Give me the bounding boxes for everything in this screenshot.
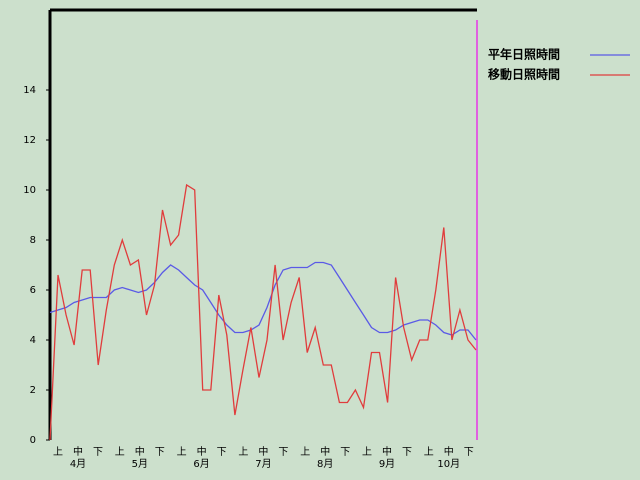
y-tick-label: 12 — [23, 135, 36, 146]
period-label: 中 — [197, 445, 207, 458]
period-label: 中 — [135, 445, 145, 458]
month-label: 4月 — [70, 458, 86, 470]
period-label: 中 — [73, 445, 83, 458]
period-label: 下 — [278, 447, 288, 458]
period-label: 下 — [340, 447, 350, 458]
period-label: 上 — [177, 446, 187, 458]
y-tick-label: 0 — [30, 435, 36, 446]
period-label: 上 — [300, 446, 310, 458]
month-label: 9月 — [379, 458, 395, 470]
y-tick-label: 2 — [30, 385, 36, 396]
month-label: 6月 — [193, 458, 209, 470]
period-label: 中 — [382, 445, 392, 458]
period-label: 中 — [258, 445, 268, 458]
series-line — [49, 261, 477, 341]
period-label: 下 — [155, 447, 165, 458]
y-tick-label: 6 — [30, 285, 36, 296]
period-label: 上 — [362, 446, 372, 458]
period-label: 下 — [93, 447, 103, 458]
period-label: 中 — [444, 445, 454, 458]
period-label: 下 — [402, 447, 412, 458]
y-tick-label: 8 — [30, 235, 36, 246]
period-label: 上 — [115, 446, 125, 458]
period-label: 上 — [424, 446, 434, 458]
period-label: 中 — [320, 445, 330, 458]
month-label: 5月 — [132, 458, 148, 470]
y-tick-label: 14 — [23, 85, 36, 96]
y-tick-label: 4 — [30, 335, 36, 346]
month-label: 10月 — [437, 458, 460, 470]
period-label: 下 — [217, 447, 227, 458]
month-label: 8月 — [317, 458, 333, 470]
legend-label: 移動日照時間 — [488, 67, 560, 82]
period-label: 上 — [238, 446, 248, 458]
period-label: 下 — [464, 447, 474, 458]
y-tick-label: 10 — [23, 185, 36, 196]
period-label: 上 — [53, 446, 63, 458]
legend-label: 平年日照時間 — [488, 47, 560, 62]
month-label: 7月 — [255, 458, 271, 470]
series-line — [49, 183, 477, 441]
